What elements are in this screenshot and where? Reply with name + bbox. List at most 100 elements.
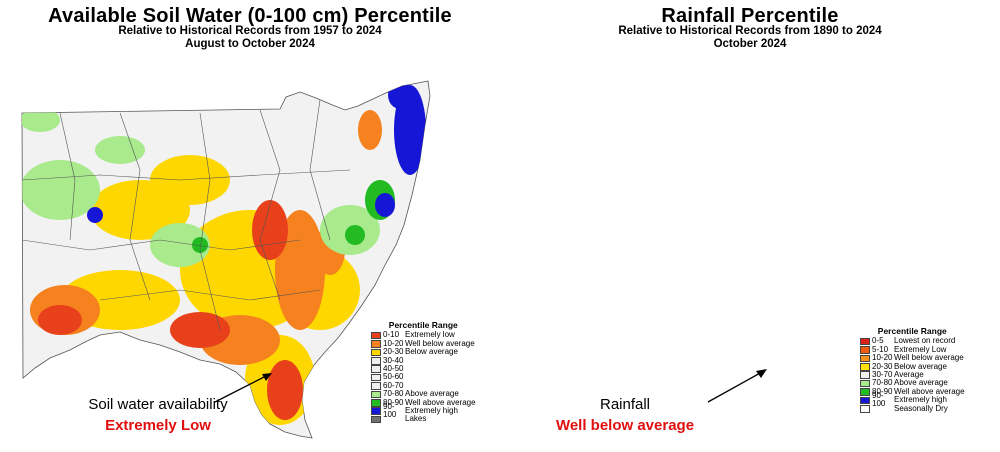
legend-swatch <box>371 373 381 382</box>
legend-row: 90-100 Extremely high <box>371 402 476 419</box>
percentile-region <box>170 312 230 348</box>
legend-title: Percentile Range <box>388 320 458 330</box>
legend-label: Extremely Low <box>894 344 947 354</box>
legend-swatch <box>371 331 381 340</box>
legend-swatch <box>371 348 381 357</box>
legend-row: 50-60 <box>371 372 476 382</box>
rainfall-annotation: Rainfall Well below average <box>530 396 720 434</box>
map-period: October 2024 <box>713 38 787 50</box>
legend-row: 0-5 Lowest on record <box>860 336 965 346</box>
percentile-region <box>555 175 605 215</box>
legend-swatch <box>371 415 381 424</box>
map-title: Available Soil Water (0-100 cm) Percenti… <box>48 5 452 27</box>
percentile-region <box>345 225 365 245</box>
map-period: August to October 2024 <box>185 38 315 50</box>
district-line <box>99 289 321 301</box>
percentile-region <box>192 237 208 253</box>
legend-range: 90-100 <box>872 390 886 409</box>
percentile-legend: Percentile Range 0-10 Extremely low 10-20 W… <box>371 321 476 424</box>
soil-water-map <box>21 80 431 439</box>
percentile-region <box>375 193 395 217</box>
legend-swatch <box>860 371 870 379</box>
percentile-region <box>528 173 552 197</box>
legend-swatch <box>860 404 870 413</box>
legend-swatch <box>371 407 381 415</box>
rainfall-map <box>520 89 915 425</box>
percentile-region <box>730 265 870 425</box>
percentile-region <box>760 325 820 415</box>
annotation-label: Rainfall <box>599 396 651 413</box>
legend-row: 20-30 Below average <box>860 361 965 371</box>
percentile-legend: Percentile Range 0-5 Lowest on record 5-10… <box>860 327 965 413</box>
percentile-region <box>708 290 732 310</box>
legend-range: 30-70 <box>872 369 893 379</box>
legend-range: 70-80 <box>872 378 893 388</box>
arrow-head <box>756 369 767 378</box>
percentile-region <box>680 130 760 200</box>
legend-label: Above average <box>405 389 459 399</box>
legend-label: Average <box>894 369 924 379</box>
percentile-region <box>623 225 667 255</box>
legend-swatch <box>371 382 381 390</box>
legend-range: 5-10 <box>872 344 889 354</box>
percentile-region <box>388 81 412 109</box>
soil-water-panel: Available Soil Water (0-100 cm) Percenti… <box>21 5 476 439</box>
legend-swatch <box>371 365 381 373</box>
district-boundaries <box>22 99 351 331</box>
legend-label: Lakes <box>405 414 427 424</box>
legend-swatch <box>860 379 870 388</box>
district-line <box>22 239 301 251</box>
annotation-status: Extremely Low <box>105 417 211 434</box>
percentile-region <box>150 155 230 205</box>
legend-label: Well above average <box>405 397 476 407</box>
legend-row: 0-10 Extremely low <box>371 330 476 340</box>
legend-range: 0-10 <box>383 330 400 340</box>
legend-row: 70-80 Above average <box>860 378 965 388</box>
percentile-region <box>640 342 660 362</box>
annotation-status: Well below average <box>555 417 695 434</box>
percentile-region <box>566 176 594 200</box>
annotation-arrow <box>707 371 763 403</box>
legend-label: Above average <box>894 378 948 388</box>
legend-range: 0-5 <box>872 336 884 346</box>
legend-label: Extremely low <box>405 330 455 340</box>
legend-range: 80-90 <box>383 397 404 407</box>
annotation-arrow <box>214 374 269 403</box>
district-line <box>259 109 281 301</box>
legend-swatch <box>860 337 870 346</box>
legend-label: Well below average <box>405 338 475 348</box>
district-line <box>22 169 351 181</box>
legend-swatch <box>860 388 870 396</box>
legend-row: 30-40 <box>371 355 476 365</box>
district-line <box>119 112 151 301</box>
legend-row: 90-100 Extremely high <box>860 391 965 408</box>
legend-label: Lowest on record <box>894 336 956 346</box>
legend-range: 30-40 <box>383 355 404 365</box>
percentile-region <box>740 300 830 420</box>
legend-row: 80-90 Well above average <box>860 386 965 396</box>
legend-title: Percentile Range <box>877 326 947 336</box>
map-title: Rainfall Percentile <box>661 5 839 27</box>
legend-swatch <box>860 362 870 371</box>
legend-label: Well below average <box>894 353 964 363</box>
percentile-region <box>738 203 762 227</box>
percentile-region <box>782 370 818 420</box>
legend-swatch <box>371 356 381 365</box>
percentile-region <box>252 200 288 260</box>
percentile-region <box>899 89 911 101</box>
percentile-region <box>695 138 755 182</box>
percentile-region <box>150 223 210 267</box>
legend-range: 60-70 <box>383 380 404 390</box>
percentile-region <box>22 108 60 132</box>
rainfall-regions <box>520 89 915 425</box>
legend-label: Well above average <box>894 386 965 396</box>
legend-label: Below average <box>405 347 458 357</box>
percentile-region <box>855 145 885 175</box>
legend-swatch <box>860 396 870 405</box>
arrow-head <box>262 373 272 381</box>
legend-label: Seasonally Dry <box>894 403 948 413</box>
soil-annotation: Soil water availability Extremely Low <box>48 396 268 434</box>
legend-range: 50-60 <box>383 372 404 382</box>
legend-range: 20-30 <box>872 361 893 371</box>
percentile-region <box>635 335 665 365</box>
